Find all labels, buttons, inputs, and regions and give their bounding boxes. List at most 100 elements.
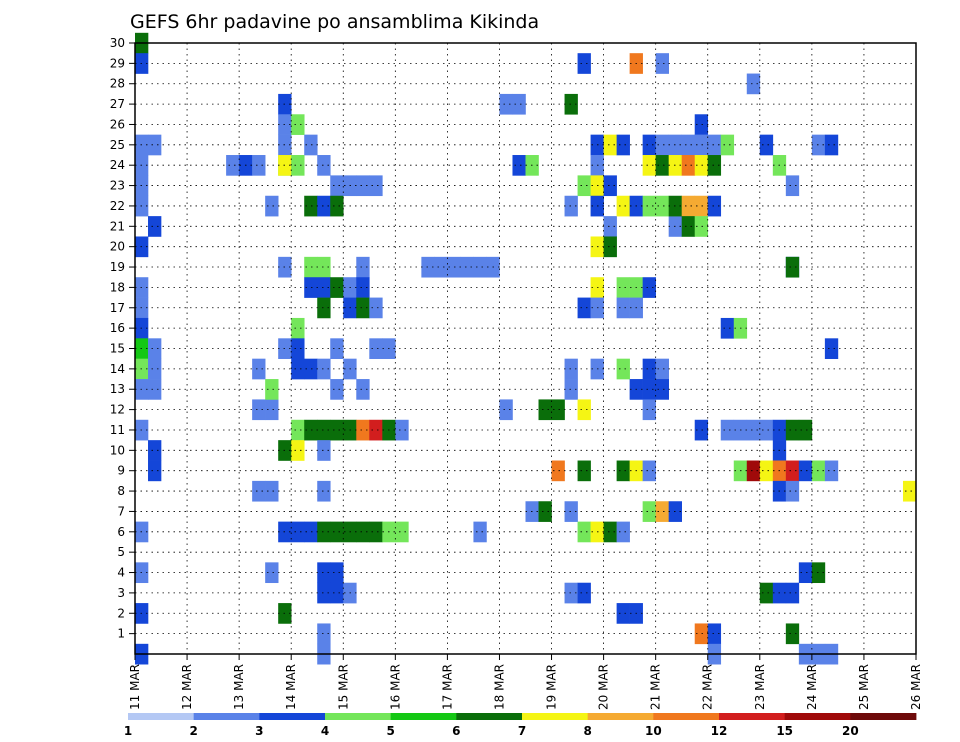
y-tick-label: 10: [110, 443, 125, 457]
heatmap-cell: [148, 338, 162, 359]
y-tick-label: 16: [110, 321, 125, 335]
heatmap-cell: [811, 562, 826, 584]
heatmap-cell: [148, 379, 162, 400]
heatmap-cell: [642, 277, 656, 298]
y-tick-label: 17: [110, 301, 125, 315]
heatmap-cell: [304, 195, 318, 217]
heatmap-cell: [785, 419, 800, 441]
heatmap-cell: [759, 582, 774, 604]
heatmap-cell: [304, 358, 318, 380]
heatmap-cell: [330, 195, 344, 217]
heatmap-cell: [317, 155, 331, 176]
heatmap-cell: [317, 277, 331, 298]
chart-title: GEFS 6hr padavine po ansamblima Kikinda: [130, 11, 539, 33]
y-tick-label: 1: [117, 627, 125, 641]
colorbar-label: 3: [255, 724, 263, 738]
y-tick-label: 14: [110, 362, 125, 376]
heatmap-cell: [291, 419, 305, 441]
heatmap-cell: [746, 73, 761, 95]
heatmap-cell: [317, 195, 331, 217]
heatmap-cell: [642, 155, 656, 176]
heatmap-cell: [317, 480, 331, 502]
heatmap-cell: [616, 277, 630, 298]
heatmap-cell: [655, 155, 669, 176]
heatmap-cell: [616, 195, 630, 217]
heatmap-cell: [759, 419, 774, 441]
x-tick-label: 17 MAR: [440, 664, 454, 710]
x-tick-label: 11 MAR: [128, 664, 142, 710]
heatmap-cell: [603, 175, 617, 197]
x-tick-label: 26 MAR: [909, 664, 923, 710]
heatmap-cell: [564, 501, 578, 522]
heatmap-cell: [616, 460, 630, 482]
heatmap-cell: [603, 521, 617, 543]
colorbar-label: 8: [583, 724, 591, 738]
heatmap-cell: [538, 399, 552, 421]
heatmap-cell: [369, 297, 383, 319]
x-tick-label: 14 MAR: [284, 664, 298, 710]
colorbar-legend: 1 2 3 4 5 6 7 8 10 12 15 20: [124, 713, 917, 738]
y-tick-label: 29: [110, 56, 125, 70]
heatmap-cell: [902, 480, 917, 502]
heatmap-cell: [824, 338, 839, 359]
y-tick-label: 8: [117, 484, 125, 498]
heatmap-cell: [746, 419, 761, 441]
heatmap-cell: [460, 256, 474, 278]
heatmap-cell: [265, 399, 279, 421]
y-tick-label: 3: [117, 586, 125, 600]
heatmap-cell: [252, 480, 266, 502]
heatmap-cell: [694, 195, 709, 217]
heatmap-cell: [681, 216, 696, 237]
heatmap-cell: [798, 419, 813, 441]
heatmap-cell: [330, 582, 344, 604]
colorbar-swatch: [587, 713, 654, 720]
heatmap-cell: [291, 521, 305, 543]
heatmap-cell: [421, 256, 435, 278]
x-tick-label: 18 MAR: [492, 664, 506, 710]
heatmap-cell: [603, 216, 617, 237]
heatmap-cell: [694, 419, 709, 441]
heatmap-cell: [369, 419, 383, 441]
heatmap-cell: [148, 216, 162, 237]
heatmap-cell: [551, 460, 565, 482]
heatmap-cell: [798, 460, 813, 482]
heatmap-cell: [317, 623, 331, 645]
heatmap-cell: [148, 440, 162, 461]
heatmap-cell: [655, 379, 669, 400]
heatmap-cell: [616, 603, 630, 624]
y-tick-label: 13: [110, 382, 125, 396]
heatmap-cell: [148, 358, 162, 380]
heatmap-cell: [707, 134, 722, 156]
heatmap-cell: [577, 399, 591, 421]
heatmap-cell: [564, 379, 578, 400]
colorbar-swatch: [128, 713, 195, 720]
heatmap-cell: [291, 114, 305, 135]
heatmap-cell: [564, 358, 578, 380]
colorbar-label: 7: [518, 724, 526, 738]
y-tick-label: 12: [110, 403, 125, 417]
x-tick-label: 20 MAR: [597, 664, 611, 710]
y-tick-label: 28: [110, 77, 125, 91]
heatmap-cell: [369, 521, 383, 543]
heatmap-cell: [356, 175, 370, 197]
grid-lines: [135, 43, 916, 654]
heatmap-cell: [785, 480, 800, 502]
heatmap-cell: [499, 93, 513, 115]
heatmap-cell: [642, 460, 656, 482]
heatmap-cell: [707, 195, 722, 217]
colorbar-label: 10: [645, 724, 662, 738]
x-axis-ticks: 11 MAR 12 MAR 13 MAR 14 MAR 15 MAR 16 MAR 17 M…: [128, 654, 923, 710]
heatmap-cell: [369, 338, 383, 359]
heatmap-cell: [291, 317, 305, 339]
heatmap-cell: [785, 256, 800, 278]
heatmap-cell: [720, 317, 735, 339]
heatmap-cell: [356, 419, 370, 441]
y-tick-label: 15: [110, 342, 125, 356]
y-tick-label: 20: [110, 240, 125, 254]
heatmap-cell: [564, 195, 578, 217]
heatmap-cell: [317, 419, 331, 441]
heatmap-cell: [148, 460, 162, 482]
heatmap-cell: [720, 419, 735, 441]
y-tick-label: 6: [117, 525, 125, 539]
heatmap-cell: [356, 277, 370, 298]
